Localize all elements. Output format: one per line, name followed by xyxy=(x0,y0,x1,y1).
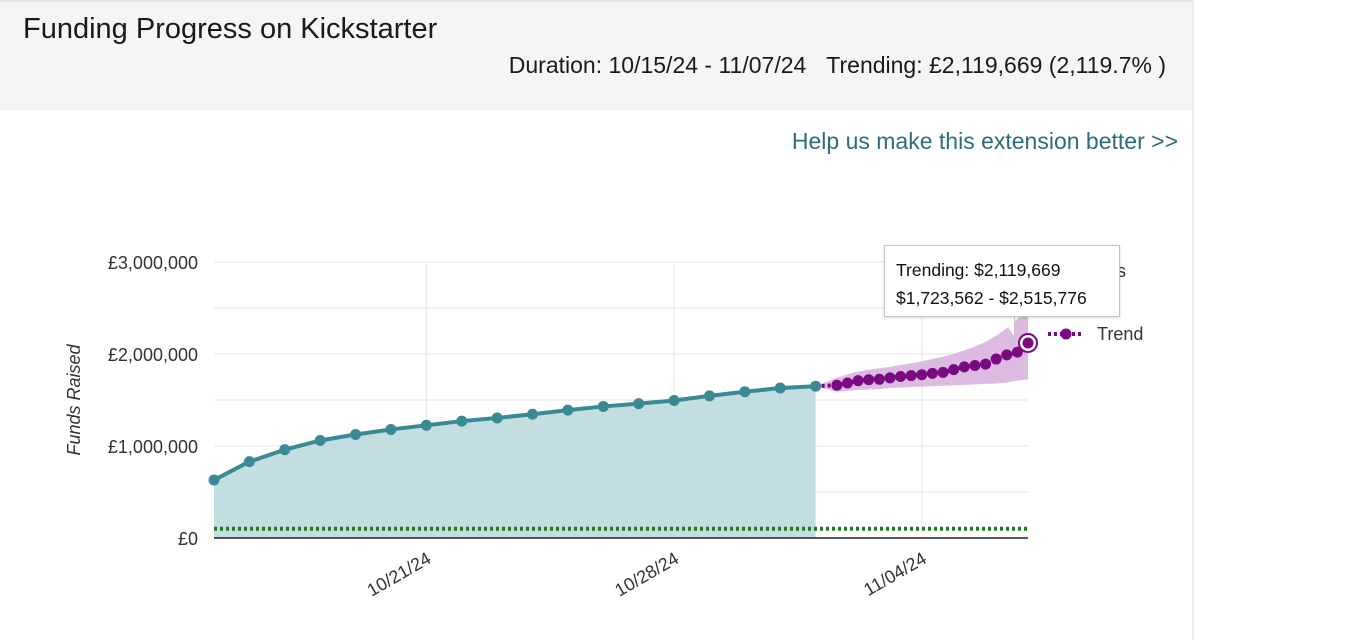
trend-point xyxy=(895,371,907,383)
header-bar: Funding Progress on Kickstarter Duration… xyxy=(0,2,1192,110)
trend-point xyxy=(884,372,896,384)
trending-label: Trending: xyxy=(826,52,923,78)
funds-point xyxy=(597,400,609,412)
funds-point xyxy=(350,429,362,440)
funds-point xyxy=(633,398,645,410)
x-tick-label: 11/04/24 xyxy=(860,548,930,600)
trend-point xyxy=(916,369,928,381)
y-tick-label: £0 xyxy=(178,529,198,549)
funds-point xyxy=(420,419,432,431)
tooltip-line-1: Trending: $2,119,669 xyxy=(896,260,1061,280)
funds-area xyxy=(214,386,816,538)
trend-point xyxy=(1011,346,1023,358)
funding-chart: £0 £1,000,000 £2,000,000 £3,000,000 Funds Ra… xyxy=(64,253,1143,601)
help-link[interactable]: Help us make this extension better >> xyxy=(791,128,1178,154)
trend-point-highlighted xyxy=(1022,337,1034,349)
y-axis-title: Funds Raised xyxy=(64,343,84,455)
trend-point xyxy=(1001,349,1013,361)
funds-point xyxy=(739,386,751,398)
trend-point xyxy=(990,353,1002,365)
funds-line xyxy=(213,384,816,482)
trend-point xyxy=(873,373,885,385)
funds-point xyxy=(279,444,291,456)
funds-point xyxy=(810,380,822,392)
y-tick-label: £2,000,000 xyxy=(108,345,198,365)
funds-point xyxy=(491,412,503,424)
panel-divider xyxy=(1192,0,1194,640)
funds-point xyxy=(208,474,220,486)
trend-point xyxy=(958,361,970,373)
trend-point xyxy=(863,374,875,386)
y-tick-label: £1,000,000 xyxy=(108,437,198,457)
x-tick-label: 10/21/24 xyxy=(364,548,435,600)
y-tick-label: £3,000,000 xyxy=(108,253,198,273)
trend-point xyxy=(969,360,981,371)
trend-point xyxy=(937,366,949,378)
funds-point xyxy=(562,404,574,416)
tooltip-pointer xyxy=(1000,316,1014,336)
tooltip-line-2: $1,723,562 - $2,515,776 xyxy=(896,288,1087,308)
funds-point xyxy=(774,382,786,394)
legend-label: Trend xyxy=(1097,324,1143,344)
funds-point xyxy=(527,408,539,420)
trending-value: £2,119,669 (2,119.7% ) xyxy=(929,52,1166,78)
trend-point xyxy=(852,375,864,387)
trend-point xyxy=(831,379,843,391)
x-tick-label: 10/28/24 xyxy=(611,548,682,600)
campaign-summary: Duration: 10/15/24 - 11/07/24 Trending: £… xyxy=(509,52,1166,79)
trend-point xyxy=(926,367,938,379)
top-border xyxy=(0,0,1192,2)
funds-point xyxy=(456,415,468,427)
trend-point xyxy=(905,370,917,382)
funds-point xyxy=(243,456,255,468)
trend-tooltip: Trending: $2,119,669 $1,723,562 - $2,515… xyxy=(884,245,1120,317)
duration-value: 10/15/24 - 11/07/24 xyxy=(608,52,807,78)
trend-point xyxy=(948,364,960,376)
funds-point xyxy=(703,390,715,402)
funds-point xyxy=(314,434,326,446)
trend-point xyxy=(980,358,992,370)
funds-point xyxy=(385,423,397,435)
legend-swatch-marker xyxy=(1060,328,1072,340)
trend-point xyxy=(842,377,854,389)
page-title: Funding Progress on Kickstarter xyxy=(23,13,438,45)
duration-label: Duration: xyxy=(508,52,603,78)
funds-point xyxy=(668,394,680,406)
